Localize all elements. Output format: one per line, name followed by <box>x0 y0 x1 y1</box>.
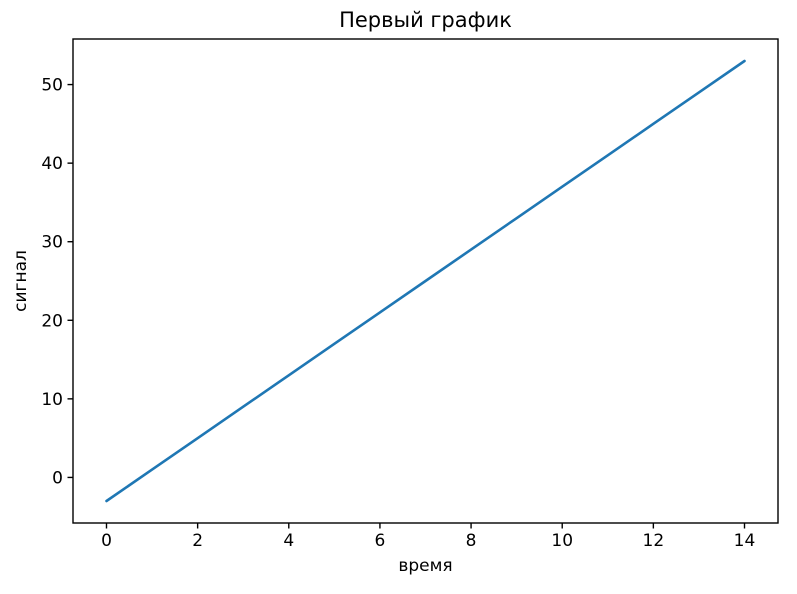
x-tick-label: 6 <box>375 531 386 551</box>
y-tick-label: 30 <box>41 233 63 253</box>
plot-border <box>72 38 779 524</box>
x-tick-label: 12 <box>643 531 665 551</box>
chart-title: Первый график <box>339 8 512 32</box>
y-tick-label: 10 <box>41 390 63 410</box>
y-tick-label: 50 <box>41 76 63 96</box>
signal-line <box>105 59 746 503</box>
y-axis-ticks: 0 10 20 30 40 50 <box>41 76 73 488</box>
y-tick-label: 20 <box>41 311 63 331</box>
x-tick-label: 0 <box>101 531 112 551</box>
x-tick-label: 14 <box>734 531 756 551</box>
x-tick-label: 4 <box>283 531 294 551</box>
series-group <box>105 59 746 503</box>
x-axis-label: время <box>398 556 452 576</box>
x-axis-ticks: 0 2 4 6 8 10 12 14 <box>101 523 755 551</box>
x-tick-label: 8 <box>466 531 477 551</box>
x-tick-label: 2 <box>192 531 203 551</box>
y-axis-label: сигнал <box>11 250 31 312</box>
y-tick-label: 40 <box>41 154 63 174</box>
y-tick-label: 0 <box>52 468 63 488</box>
x-tick-label: 10 <box>551 531 573 551</box>
